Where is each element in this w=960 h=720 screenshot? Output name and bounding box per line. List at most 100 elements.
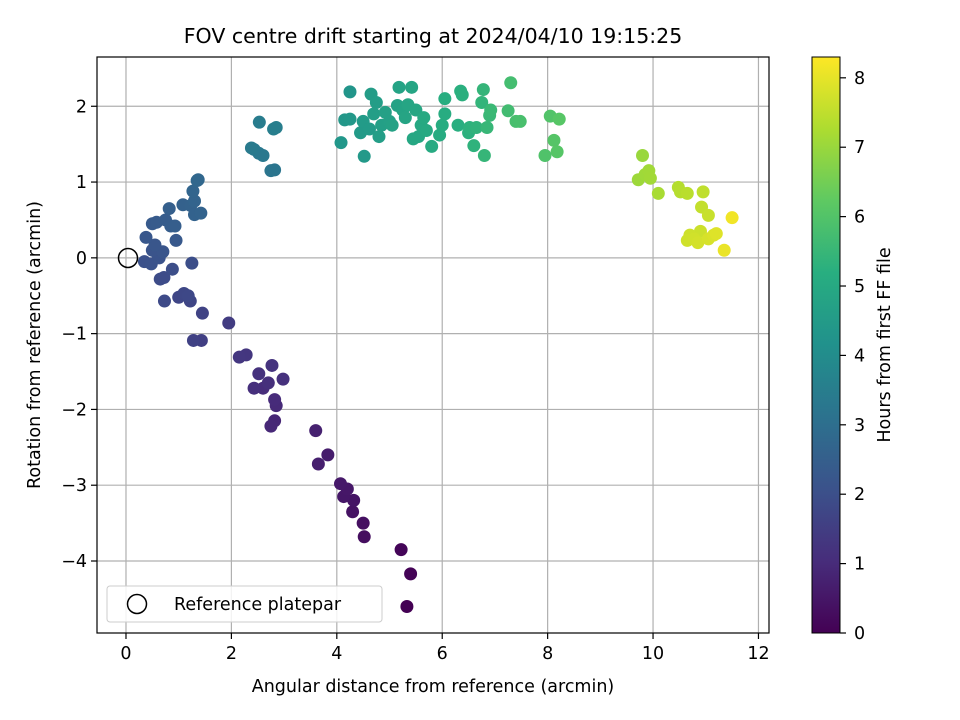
data-point xyxy=(261,376,275,390)
data-point xyxy=(636,149,650,163)
data-point xyxy=(188,194,202,208)
data-point xyxy=(309,424,323,438)
data-point xyxy=(346,505,360,519)
data-point xyxy=(504,76,518,90)
data-point xyxy=(547,133,561,147)
y-tick-label: 1 xyxy=(76,173,87,193)
data-point xyxy=(717,243,731,257)
legend-marker xyxy=(126,593,148,615)
x-tick-label: 4 xyxy=(331,644,342,664)
data-point xyxy=(222,316,236,330)
data-point xyxy=(247,381,261,395)
data-point xyxy=(347,493,361,507)
data-point xyxy=(194,206,208,220)
data-point xyxy=(181,289,195,303)
colorbar-tick-label: 6 xyxy=(854,208,865,228)
data-point xyxy=(433,128,447,142)
y-axis-label: Rotation from reference (arcmin) xyxy=(25,201,45,489)
data-point xyxy=(367,107,381,121)
data-point xyxy=(550,145,564,159)
data-points xyxy=(137,76,739,613)
data-point xyxy=(334,136,348,150)
data-point xyxy=(311,457,325,471)
y-axis-ticks: −4 −3 −2 −1 0 1 2 xyxy=(61,97,97,572)
data-point xyxy=(475,95,489,109)
x-tick-label: 2 xyxy=(226,644,237,664)
x-tick-label: 6 xyxy=(437,644,448,664)
y-tick-label: −3 xyxy=(61,476,87,496)
data-point xyxy=(467,139,481,153)
data-point xyxy=(501,104,515,118)
data-point xyxy=(435,118,449,132)
data-point xyxy=(701,208,715,222)
data-point xyxy=(244,141,258,155)
data-point xyxy=(552,112,566,126)
data-point xyxy=(195,306,209,320)
colorbar-tick-label: 8 xyxy=(854,69,865,89)
data-point xyxy=(419,124,433,138)
data-point xyxy=(357,149,371,163)
data-point xyxy=(696,185,710,199)
data-point xyxy=(477,149,491,163)
x-axis-ticks: 0 2 4 6 8 10 12 xyxy=(120,633,770,664)
data-point xyxy=(362,122,376,136)
data-point xyxy=(276,372,290,386)
colorbar-label: Hours from first FF file xyxy=(875,247,895,442)
colorbar-tick-label: 4 xyxy=(854,346,865,366)
data-point xyxy=(513,114,527,128)
data-point xyxy=(394,543,408,557)
data-point xyxy=(157,294,171,308)
data-point xyxy=(404,567,418,581)
data-point xyxy=(148,238,162,252)
data-point xyxy=(405,80,419,94)
data-point xyxy=(680,186,694,200)
data-point xyxy=(469,120,483,134)
y-tick-label: 2 xyxy=(76,97,87,117)
data-point xyxy=(455,88,469,102)
data-point xyxy=(357,530,371,544)
colorbar-tick-label: 1 xyxy=(854,555,865,575)
colorbar-tick-label: 3 xyxy=(854,416,865,436)
data-point xyxy=(392,80,406,94)
x-tick-label: 8 xyxy=(542,644,553,664)
data-point xyxy=(400,599,414,613)
colorbar-gradient xyxy=(811,56,841,634)
grid-lines xyxy=(97,57,769,633)
data-point xyxy=(651,186,665,200)
colorbar-tick-label: 2 xyxy=(854,485,865,505)
data-point xyxy=(264,419,278,433)
data-point xyxy=(343,85,357,99)
colorbar: 0 1 2 3 4 5 6 7 8 Hours from first FF file xyxy=(811,56,895,644)
data-point xyxy=(709,227,723,241)
data-point xyxy=(438,92,452,106)
data-point xyxy=(321,448,335,462)
data-point xyxy=(232,350,246,364)
x-tick-label: 12 xyxy=(747,644,769,664)
data-point xyxy=(334,477,348,491)
data-point xyxy=(168,219,182,233)
data-point xyxy=(165,262,179,276)
data-point xyxy=(356,516,370,530)
data-point xyxy=(169,233,183,247)
colorbar-ticks: 0 1 2 3 4 5 6 7 8 xyxy=(840,69,865,644)
legend-box xyxy=(106,585,383,623)
legend: Reference platepar xyxy=(106,585,383,623)
x-tick-label: 0 xyxy=(120,644,131,664)
data-point xyxy=(162,202,176,216)
data-point xyxy=(484,103,498,117)
data-point xyxy=(191,173,205,187)
reference-platepar-marker xyxy=(117,247,139,269)
data-point xyxy=(157,271,171,285)
data-point xyxy=(252,367,266,381)
data-point xyxy=(398,111,412,125)
data-point xyxy=(269,120,283,134)
data-point xyxy=(691,236,705,250)
colorbar-tick-label: 7 xyxy=(854,138,865,158)
data-point xyxy=(417,111,431,125)
data-point xyxy=(369,95,383,109)
data-point xyxy=(139,230,153,244)
y-tick-label: 0 xyxy=(76,249,87,269)
y-tick-label: −1 xyxy=(61,325,87,345)
data-point xyxy=(438,107,452,121)
data-point xyxy=(385,118,399,132)
